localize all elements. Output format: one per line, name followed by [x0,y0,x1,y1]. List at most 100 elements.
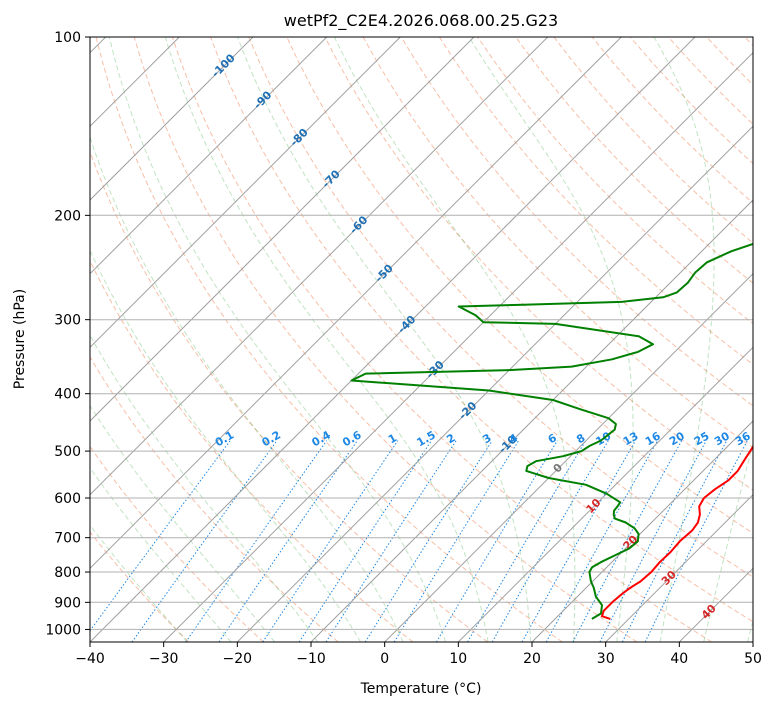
moist-adiabat [108,37,447,642]
x-tick-label: −20 [223,651,253,667]
moist-adiabat [703,441,753,642]
contour-labels: -100-90-80-70-60-50-40-30-20-10010203040… [209,51,753,622]
moist-adiabat [90,467,232,642]
isotherm-label: -30 [424,358,447,381]
dry-adiabat [90,531,190,642]
isotherm [90,37,401,349]
y-tick-label: 600 [54,491,81,507]
dry-adiabat [90,150,488,642]
isotherm [163,51,753,642]
moist-adiabat [90,334,319,642]
dry-adiabats [90,37,753,642]
chart-title: wetPf2_C2E4.2026.068.00.25.G23 [284,11,558,31]
isotherm [384,272,753,642]
mixing-ratio-line [491,440,609,642]
mixing-ratio-line [131,440,278,642]
mixing-ratio-line [621,440,728,642]
x-tick-label: −10 [296,651,326,667]
y-axis-ticks: 100 200 300 400 500 600 700 800 900 1000 [45,30,90,638]
mixing-ratio-label: 25 [692,429,712,448]
isotherm [90,37,696,642]
mixing-ratio-label: 3 [480,431,493,446]
mixing-ratio-line [393,440,520,642]
y-tick-label: 200 [54,208,81,224]
isotherm [236,125,753,642]
mixing-ratio-line [185,440,328,642]
x-tick-label: 40 [670,651,688,667]
dry-adiabat [400,37,753,407]
moist-adiabat [237,37,532,642]
isotherm [678,567,753,642]
x-tick-label: 50 [744,651,762,667]
y-tick-label: 700 [54,531,81,547]
mixing-ratio-line [298,440,432,642]
moist-adiabat [90,404,275,642]
series-lines [350,242,753,620]
mixing-ratio-line [644,440,748,642]
isotherm [752,641,753,642]
moist-adiabat [468,37,634,642]
mixing-ratio-label: 20 [667,429,687,448]
dry-adiabat [90,259,414,642]
plot-frame [89,36,754,643]
dry-adiabat [133,37,638,642]
moist-adiabat [653,37,715,642]
mixing-ratio-label: 0.1 [213,428,236,449]
isotherm [90,37,254,201]
dry-adiabat [591,37,753,204]
dry-adiabat [553,37,753,244]
isotherm [605,493,753,642]
y-tick-label: 300 [54,313,81,329]
y-axis-label: Pressure (hPa) [12,289,28,389]
dry-adiabat [90,356,339,642]
isotherm [90,37,622,570]
mixing-ratio-label: 1 [386,431,399,446]
moist-adiabat [164,37,489,642]
x-tick-label: −30 [149,651,179,667]
mixing-ratio-label: 2 [444,431,457,446]
dry-adiabat [706,37,753,86]
pressure-gridlines [90,37,753,630]
mixing-ratio-line [262,440,399,642]
dry-adiabat [171,37,712,642]
x-tick-label: 10 [449,651,467,667]
x-tick-label: −40 [75,651,105,667]
y-tick-label: 1000 [45,622,81,638]
mixing-ratio-label: 0.2 [260,428,283,449]
isotherm [457,346,753,642]
dry-adiabat [324,37,753,491]
mixing-ratio-line [572,440,683,642]
isotherm [310,199,753,642]
mixing-ratio-line [435,440,558,642]
mixing-ratio-line [325,440,457,642]
dry-adiabat [210,37,753,623]
y-tick-label: 800 [54,565,81,581]
dry-adiabat [438,37,753,366]
mixing-ratio-label: 6 [546,431,559,446]
isotherm [90,37,475,422]
dry-adiabat [248,37,753,578]
dry-adiabat [515,37,753,284]
mixing-ratio-label: 0.6 [340,428,364,449]
moist-adiabat [333,37,576,642]
x-axis-ticks: −40 −30 −20 −10 0 10 20 30 40 50 [75,642,762,667]
y-tick-label: 400 [54,387,81,403]
y-tick-label: 500 [54,444,81,460]
y-tick-label: 900 [54,595,81,611]
mixing-ratio-line [90,440,231,632]
plot-content: -100-90-80-70-60-50-40-30-20-10010203040… [90,37,753,642]
isotherm [90,37,549,496]
x-tick-label: 0 [380,651,389,667]
mixing-ratio-label: 13 [621,429,641,448]
isotherm [90,37,328,275]
mixing-ratio-line [599,440,707,642]
moist-adiabat [90,135,404,642]
x-tick-label: 20 [523,651,541,667]
mixing-ratio-line [218,440,358,642]
dry-adiabat [362,37,753,449]
mixing-ratio-line [364,440,493,642]
dry-adiabat [744,37,753,47]
x-axis-label: Temperature (°C) [360,681,482,697]
moist-adiabat [90,249,362,642]
